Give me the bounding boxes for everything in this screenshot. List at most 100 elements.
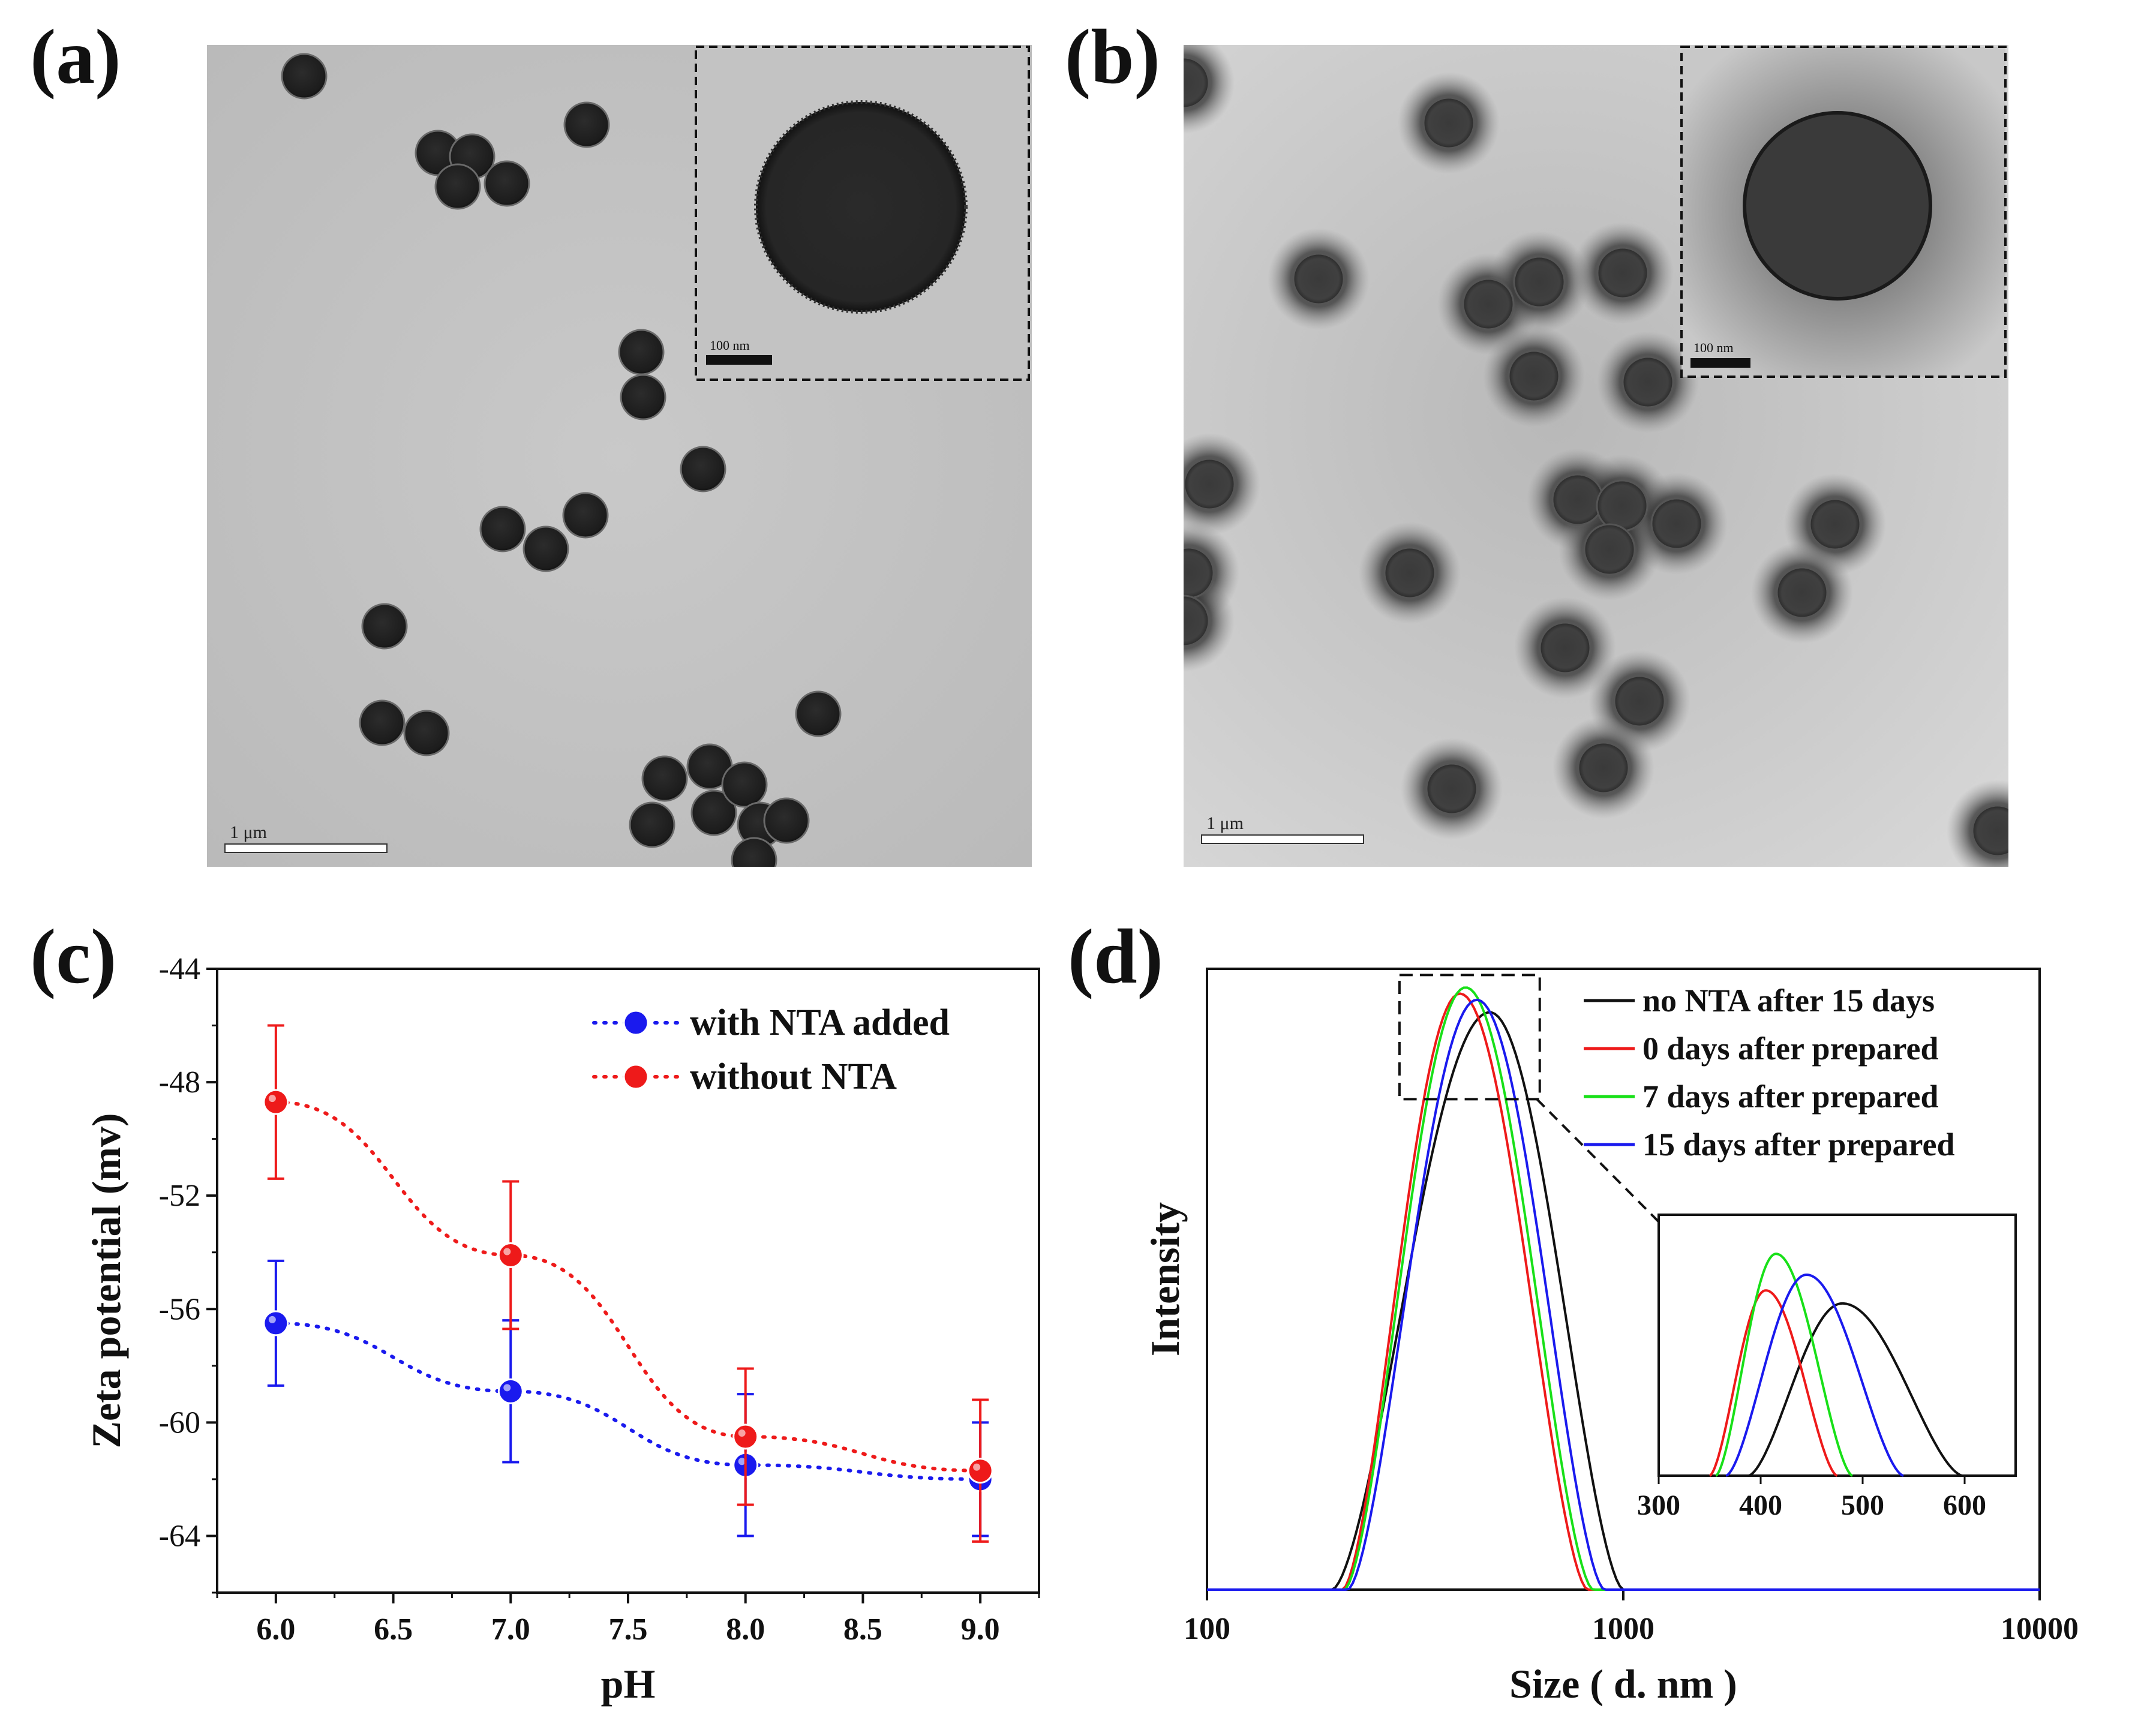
particle bbox=[562, 492, 609, 539]
legend-label: no NTA after 15 days bbox=[1642, 983, 1935, 1019]
particle bbox=[690, 789, 737, 836]
inset-x-tick-label: 300 bbox=[1637, 1489, 1680, 1521]
data-point bbox=[732, 1423, 759, 1450]
inset-curve-1 bbox=[1709, 1289, 1838, 1477]
legend-label: without NTA bbox=[690, 1056, 897, 1097]
particle bbox=[641, 755, 688, 802]
x-tick-label: 10000 bbox=[2001, 1612, 2079, 1646]
particle bbox=[563, 101, 610, 148]
particle bbox=[1292, 253, 1345, 305]
panel-label-d: (d) bbox=[1068, 914, 1163, 1000]
x-axis-label: pH bbox=[601, 1661, 656, 1707]
particle bbox=[1422, 97, 1475, 149]
particle bbox=[1425, 762, 1478, 815]
inset-curve-2 bbox=[1715, 1253, 1853, 1477]
x-tick-label: 7.0 bbox=[491, 1612, 530, 1647]
inset-x-tick-label: 400 bbox=[1739, 1489, 1782, 1521]
particle bbox=[680, 446, 726, 492]
particle bbox=[359, 699, 406, 746]
particle bbox=[434, 163, 481, 210]
y-axis-label: Intensity bbox=[1142, 1202, 1188, 1356]
x-tick-label: 6.5 bbox=[374, 1612, 413, 1647]
y-tick-label: -60 bbox=[159, 1405, 200, 1440]
particle bbox=[721, 761, 768, 808]
particle bbox=[1383, 546, 1436, 599]
particle bbox=[629, 801, 675, 848]
y-tick-label: -44 bbox=[159, 952, 200, 986]
particle bbox=[1577, 741, 1630, 794]
chart-size-distribution: 100 1000 10000 Size ( d. nm ) Intensity no NT… bbox=[1142, 968, 2079, 1707]
particle bbox=[523, 525, 569, 572]
x-tick-label: 7.5 bbox=[609, 1612, 648, 1647]
chart-zeta-potential: -44 -48 -52 -56 -60 -64 6.0 6.5 7.0 7.5 8.0 8.5 9.0 p… bbox=[83, 952, 1040, 1707]
inset-x-tick-label: 600 bbox=[1943, 1489, 1986, 1521]
data-point-highlight bbox=[973, 1463, 981, 1471]
x-tick-label: 1000 bbox=[1592, 1612, 1654, 1646]
particle bbox=[1508, 350, 1560, 403]
inset-scale-label-b: 100 nm bbox=[1693, 340, 1734, 355]
x-tick-label: 9.0 bbox=[961, 1612, 1000, 1647]
data-point-highlight bbox=[503, 1248, 511, 1256]
tem-image-b: 1 μm 100 nm bbox=[1184, 45, 2008, 867]
panel-label-b: (b) bbox=[1065, 14, 1160, 100]
particle bbox=[479, 506, 526, 552]
particle bbox=[1776, 566, 1828, 619]
panel-label-a: (a) bbox=[30, 14, 121, 100]
x-tick-label: 6.0 bbox=[256, 1612, 295, 1647]
particle bbox=[1596, 479, 1648, 532]
inset-b: 100 nm bbox=[1680, 46, 2007, 378]
particle bbox=[618, 329, 665, 376]
particle bbox=[1551, 473, 1604, 526]
x-axis-label: Size ( d. nm ) bbox=[1509, 1661, 1737, 1707]
particle bbox=[1613, 675, 1666, 728]
zoom-box bbox=[1398, 974, 1541, 1101]
particle bbox=[403, 710, 450, 756]
x-tick-label: 8.0 bbox=[726, 1612, 765, 1647]
particle bbox=[1621, 356, 1674, 409]
data-point-highlight bbox=[268, 1315, 276, 1323]
particle bbox=[1809, 498, 1861, 551]
x-tick-label: 8.5 bbox=[843, 1612, 882, 1647]
particle bbox=[763, 797, 810, 844]
legend-marker bbox=[623, 1010, 649, 1036]
data-point-highlight bbox=[738, 1458, 746, 1465]
particle bbox=[1539, 621, 1592, 674]
inset-x-tick-label: 500 bbox=[1841, 1489, 1884, 1521]
particle bbox=[484, 160, 530, 207]
y-tick-label: -52 bbox=[159, 1179, 200, 1213]
data-point bbox=[967, 1458, 993, 1484]
inset-curve-0 bbox=[1748, 1302, 1963, 1477]
data-point-highlight bbox=[503, 1384, 511, 1392]
x-tick-label: 100 bbox=[1184, 1612, 1230, 1646]
data-point bbox=[263, 1310, 289, 1336]
particle bbox=[1184, 458, 1236, 510]
scale-bar-label-b: 1 μm bbox=[1206, 813, 1244, 833]
legend-label: 15 days after prepared bbox=[1642, 1127, 1955, 1163]
particle bbox=[361, 603, 408, 650]
inset-curve-3 bbox=[1725, 1274, 1904, 1477]
data-point bbox=[263, 1089, 289, 1115]
particle bbox=[281, 53, 328, 100]
inset-a: 100 nm bbox=[695, 46, 1030, 381]
y-tick-label: -56 bbox=[159, 1292, 200, 1326]
particle bbox=[731, 837, 777, 867]
y-tick-label: -48 bbox=[159, 1065, 200, 1100]
data-point-highlight bbox=[268, 1095, 276, 1103]
data-point bbox=[497, 1242, 524, 1268]
zoom-arrow-line bbox=[1536, 1098, 1681, 1244]
particle bbox=[1184, 594, 1210, 647]
data-point-highlight bbox=[738, 1429, 746, 1437]
particle bbox=[1596, 247, 1649, 299]
tem-image-a: 1 μm 100 nm bbox=[207, 45, 1032, 867]
particle bbox=[1184, 56, 1210, 109]
data-point bbox=[497, 1378, 524, 1404]
inset-frame bbox=[1657, 1214, 2017, 1477]
distribution-curve-3 bbox=[1207, 998, 2040, 1591]
legend-label: with NTA added bbox=[690, 1002, 950, 1043]
particle bbox=[1971, 804, 2008, 857]
legend-label: 7 days after prepared bbox=[1642, 1079, 1939, 1115]
particle bbox=[1462, 278, 1515, 331]
y-axis-label: Zeta potential (mv) bbox=[83, 1113, 129, 1448]
particle bbox=[1513, 256, 1566, 308]
inset-scale-label-a: 100 nm bbox=[710, 338, 750, 353]
